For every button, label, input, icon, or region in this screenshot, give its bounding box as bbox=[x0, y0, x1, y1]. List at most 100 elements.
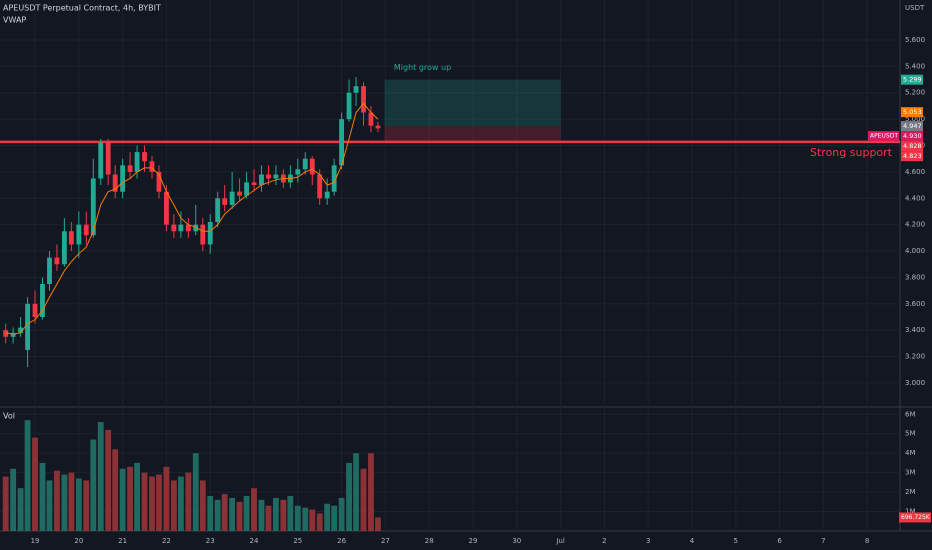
candle-body bbox=[149, 161, 155, 172]
candle-body bbox=[207, 222, 213, 245]
volume-bar bbox=[177, 476, 184, 531]
price-badge-label: 4.930 bbox=[903, 132, 922, 140]
candle-body bbox=[98, 142, 104, 179]
volume-bar bbox=[39, 462, 46, 531]
x-tick-label: 23 bbox=[206, 537, 215, 545]
target-zone bbox=[384, 79, 561, 127]
candle-body bbox=[3, 330, 9, 337]
volume-bar bbox=[134, 462, 140, 531]
price-badge bbox=[901, 151, 923, 162]
candle-body bbox=[244, 182, 249, 196]
y-tick-label: 3.000 bbox=[905, 379, 925, 387]
x-tick-label: 6 bbox=[777, 537, 782, 545]
candle-body bbox=[164, 191, 169, 225]
x-tick-label: 8 bbox=[865, 537, 869, 545]
x-tick-label: Jul bbox=[555, 537, 565, 545]
volume-bar bbox=[185, 472, 192, 531]
price-badge-label: 5.299 bbox=[903, 76, 922, 84]
candle-body bbox=[331, 165, 337, 192]
support-label: Strong support bbox=[810, 146, 893, 159]
volume-bar bbox=[199, 480, 206, 531]
candle-body bbox=[32, 303, 38, 318]
volume-bar bbox=[287, 495, 294, 531]
volume-bar bbox=[156, 474, 162, 531]
candle-body bbox=[105, 142, 111, 175]
volume-bar bbox=[119, 468, 126, 531]
volume-bar bbox=[221, 494, 228, 531]
volume-bar bbox=[214, 499, 221, 531]
candle-body bbox=[273, 174, 279, 179]
position-label: Might grow up bbox=[394, 63, 451, 72]
y-tick-label: 3.400 bbox=[905, 326, 925, 334]
y-tick-label: 4M bbox=[905, 449, 916, 457]
candle-body bbox=[112, 174, 118, 192]
y-tick-label: 3.600 bbox=[905, 300, 925, 308]
candle-body bbox=[215, 198, 221, 223]
candle-body bbox=[309, 158, 315, 175]
candle-body bbox=[193, 224, 199, 232]
volume-bar bbox=[324, 503, 331, 531]
volume-bar bbox=[141, 472, 148, 531]
candle-body bbox=[90, 178, 96, 236]
x-tick-label: 24 bbox=[250, 537, 259, 545]
volume-bar bbox=[192, 453, 199, 531]
x-tick-label: 3 bbox=[646, 537, 650, 545]
x-tick-label: 7 bbox=[821, 537, 825, 545]
chart-title: APEUSDT Perpetual Contract, 4h, BYBIT bbox=[3, 4, 161, 13]
volume-badge-label: 696.725K bbox=[901, 514, 931, 521]
candle-body bbox=[346, 92, 352, 120]
volume-bar bbox=[61, 474, 68, 531]
candle-body bbox=[185, 224, 191, 232]
candle-body bbox=[317, 174, 323, 199]
y-tick-label: 3.800 bbox=[905, 273, 925, 281]
candle-body bbox=[47, 257, 52, 285]
candle-body bbox=[259, 174, 264, 186]
x-tick-label: 22 bbox=[162, 537, 171, 545]
candle-body bbox=[68, 231, 74, 245]
volume-bar bbox=[353, 453, 359, 531]
candle-body bbox=[156, 171, 162, 192]
volume-bar bbox=[17, 488, 24, 531]
price-badge-label: 4.947 bbox=[903, 122, 922, 130]
volume-bar bbox=[68, 472, 75, 531]
volume-bar bbox=[272, 497, 279, 531]
indicator-label: VWAP bbox=[3, 16, 26, 25]
candle-body bbox=[178, 224, 184, 232]
volume-bar bbox=[170, 480, 177, 531]
candle-body bbox=[142, 152, 147, 162]
candle-body bbox=[251, 182, 257, 186]
candle-body bbox=[10, 332, 16, 337]
volume-bar bbox=[112, 449, 119, 531]
volume-bar bbox=[32, 437, 38, 531]
currency-label: USDT bbox=[905, 4, 925, 12]
plot: 19 20 21 22 23 24 25 26 27 28 29 30 Jul 2 3 4 5 6 7 83.0003… bbox=[0, 36, 931, 545]
volume-bar bbox=[127, 466, 133, 531]
y-tick-label: 5.200 bbox=[905, 89, 925, 97]
price-badge-label: 4.823 bbox=[903, 152, 922, 160]
volume-bar bbox=[83, 480, 90, 531]
volume-bar bbox=[375, 517, 381, 531]
candle-body bbox=[76, 224, 82, 245]
candle-body bbox=[368, 112, 374, 126]
y-tick-label: 6M bbox=[905, 410, 916, 418]
candle-body bbox=[324, 191, 330, 199]
volume-bar bbox=[280, 499, 287, 531]
volume-bar bbox=[149, 476, 155, 531]
volume-bar bbox=[163, 466, 170, 531]
price-badge bbox=[901, 74, 923, 85]
price-badge bbox=[901, 131, 923, 142]
price-badge bbox=[901, 107, 923, 118]
volume-bar bbox=[368, 453, 374, 531]
x-tick-label: 4 bbox=[690, 537, 695, 545]
volume-bar bbox=[105, 429, 112, 531]
candle-body bbox=[134, 152, 140, 172]
y-tick-label: 5.000 bbox=[905, 115, 925, 123]
volume-bar bbox=[316, 513, 323, 531]
volume-bar bbox=[302, 507, 309, 531]
volume-bar bbox=[2, 476, 9, 531]
volume-bar bbox=[10, 468, 17, 531]
candle-body bbox=[25, 303, 31, 350]
candle-body bbox=[83, 224, 89, 236]
candle-body bbox=[353, 86, 359, 93]
